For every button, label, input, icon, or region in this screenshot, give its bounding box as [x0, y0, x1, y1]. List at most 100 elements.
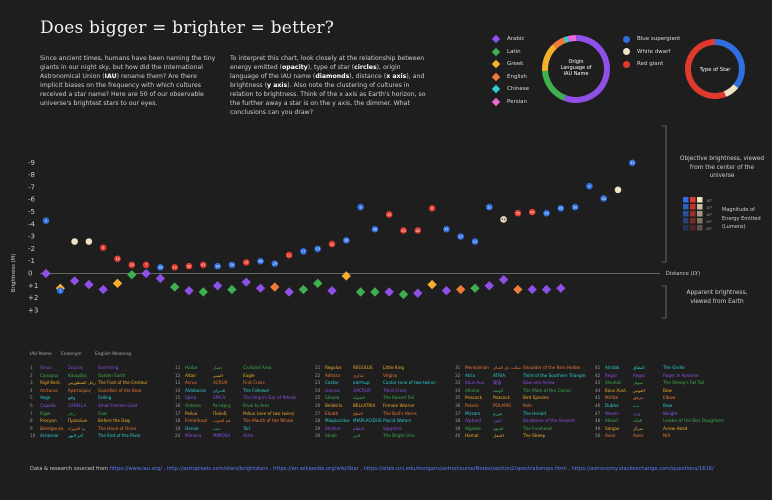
star-circle: [428, 205, 436, 212]
star-circle: [614, 186, 622, 194]
legend-item-chinese: Chinese: [491, 83, 529, 96]
endonym: ATRIA: [493, 372, 506, 378]
english-meaning: Before the Dog: [98, 418, 130, 424]
table-column: 1 Sirius Σείριος Scorching 2 Canopus Κάνωβος Go…: [30, 364, 148, 440]
english-meaning: The Follower: [243, 387, 270, 393]
endonym: منكب ذي العنان: [493, 365, 521, 370]
iau-name: Kaus Aust.: [605, 387, 628, 393]
iau-name: Alnair: [325, 433, 338, 439]
table-row: 28 Miaplacidus MIAPLACIDUS Placid Waters: [315, 417, 433, 425]
english-meaning: Pole: [523, 402, 532, 408]
star-number-label: 37: [444, 228, 448, 232]
star-number-label: 34: [215, 264, 219, 268]
donut-segment: [714, 39, 745, 89]
english-meaning: Bow: [663, 387, 672, 393]
star-number-label: 31: [330, 242, 334, 246]
table-row: 49 Sargas سرگز Arrow Head: [595, 425, 713, 433]
english-meaning: Elbow: [663, 395, 676, 401]
footer-lead: Data & research sourced from: [30, 466, 109, 472]
star-number-label: 14: [115, 257, 119, 261]
endonym: Ἀρκτοῦρος: [68, 387, 92, 393]
endonym: Πολυδ.: [213, 410, 228, 416]
table-row: 7 Rigel رجل Foot: [30, 410, 148, 418]
table-row: 6 Capella CAPELLA Small Female Goat: [30, 402, 148, 410]
endonym: النير: [353, 433, 361, 439]
language-diamond: [355, 287, 366, 297]
star-number-label: 42: [416, 229, 420, 233]
star-number-label: 21: [473, 240, 477, 244]
language-diamond: [198, 287, 208, 297]
english-meaning: Shoulder of the Rein Holder: [523, 365, 581, 370]
english-meaning: Roger in Reverse: [663, 372, 699, 378]
english-meaning: The Sheep's Fat Tail: [663, 380, 705, 386]
endonym: مرزم: [493, 410, 503, 416]
iau-name: Mimosa: [185, 433, 202, 439]
star-circle: [257, 257, 264, 265]
table-row: 37 Mirzam مرزم The Herald: [455, 410, 573, 418]
english-meaning: Third of the Southern Triangle: [523, 372, 586, 378]
english-meaning: Castor (one of two twins): [383, 380, 436, 386]
star-circle: [214, 262, 221, 270]
star-circle: [486, 203, 493, 211]
endonym: BELLATRIX: [353, 402, 376, 408]
star-number-label: 43: [401, 229, 405, 233]
endonym: مرفق: [633, 395, 644, 401]
star-circle: [557, 205, 565, 212]
row-number: 7: [30, 410, 33, 416]
language-diamond: [241, 277, 251, 287]
table-row: 35 Peacock Peacock Bird Species: [455, 394, 573, 402]
row-number: 8: [30, 418, 33, 424]
language-diamond: [413, 288, 423, 298]
star-number-label: 24: [230, 263, 234, 267]
english-meaning: The Virgin's Ear of Wheat: [243, 395, 297, 401]
iau-name: Alnitak: [605, 365, 620, 370]
iau-name: Antares: [185, 402, 202, 408]
star-circle: [629, 159, 636, 167]
table-row: 44 Kaus Aust. القوس Bow: [595, 387, 713, 395]
iau-name: Alkaid: [605, 418, 618, 424]
row-number: 43: [595, 380, 601, 386]
table-row: 11 Hadar حضار Civilized Area: [175, 364, 293, 372]
iau-name: Adhara: [325, 372, 340, 378]
footer-links[interactable]: https://www.iau.org/ , http://astropixel…: [109, 466, 714, 472]
iau-name: Hadar: [185, 365, 198, 370]
language-legend: Arabic Latin Greek English Chinese Persi…: [491, 33, 529, 108]
table-header-iau: IAU Name: [30, 352, 52, 357]
english-meaning: The Girdle: [663, 365, 685, 370]
language-diamond: [527, 284, 537, 295]
language-diamond: [155, 273, 166, 284]
legend-label: Latin: [507, 48, 521, 55]
endonym: سرگز: [633, 425, 644, 431]
star-number-label: 48: [501, 218, 505, 222]
star-number-label: 27: [459, 235, 463, 239]
x-axis-label: Distance (LY): [666, 271, 700, 277]
blue-circle-icon: [623, 35, 630, 43]
endonym: REGULUS: [353, 365, 373, 370]
iau-name: Rigil Kent.: [40, 380, 62, 386]
table-row: 31 Menkalinan منكب ذي العنان Shoulder of th…: [455, 364, 581, 372]
endonym: الحمل: [493, 433, 504, 439]
endonym: الدبران: [213, 387, 226, 393]
star-number-label: 45: [559, 207, 563, 211]
row-number: 31: [455, 365, 461, 370]
iau-name: Avior: [605, 433, 616, 439]
language-diamond: [370, 287, 380, 297]
star-number-label: 8: [431, 207, 433, 211]
iau-name: Miaplacidus: [325, 418, 350, 424]
y-tick-label: -2: [28, 245, 35, 253]
star-circle: [99, 244, 107, 251]
table-row: 15 Spica SPICA The Virgin's Ear of Wheat: [175, 394, 297, 402]
star-number-label: 12: [173, 266, 177, 270]
row-number: 32: [455, 372, 461, 378]
row-number: 5: [30, 395, 33, 401]
row-number: 21: [315, 365, 321, 370]
table-row: 36 Polaris POLARIS Pole: [455, 402, 573, 410]
language-diamond: [227, 284, 237, 295]
legend-item-arabic: Arabic: [491, 33, 529, 46]
star-number-label: 33: [630, 161, 634, 165]
row-number: 18: [175, 418, 181, 424]
iau-name: Regulus: [325, 365, 342, 370]
iau-name: Alhena: [465, 387, 480, 393]
legend-item-greek: Greek: [491, 58, 529, 71]
language-diamond: [255, 283, 266, 293]
